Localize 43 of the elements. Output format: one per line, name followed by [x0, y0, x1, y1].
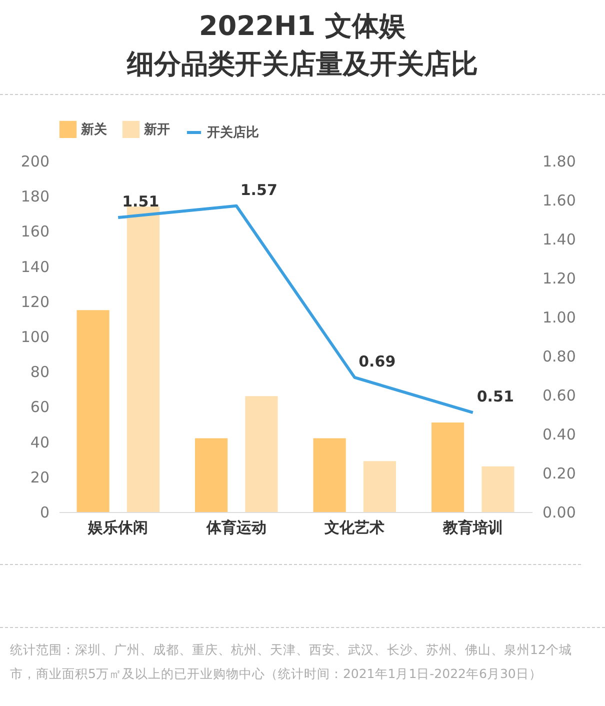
bar [194, 438, 228, 512]
bar [126, 206, 160, 512]
chart-title: 2022H1 文体娱 [198, 10, 407, 44]
y-tick-label: 0 [40, 504, 50, 522]
y-tick-label: 40 [30, 433, 50, 452]
x-tick-label: 文化艺术 [324, 518, 385, 536]
y-tick-label: 160 [20, 222, 50, 241]
data-label: 1.51 [122, 192, 160, 211]
legend-label: 开关店比 [206, 124, 259, 140]
y2-tick-label: 1.60 [542, 192, 576, 210]
y-tick-label: 120 [20, 292, 50, 311]
data-label: 0.69 [358, 352, 396, 370]
y-tick-label: 20 [30, 468, 50, 486]
y-tick-label: 180 [20, 188, 50, 206]
y-tick-label: 100 [20, 328, 50, 346]
legend-label: 新关 [80, 121, 108, 138]
y-tick-label: 80 [30, 363, 50, 382]
x-tick-label: 教育培训 [442, 518, 503, 536]
y2-tick-label: 1.20 [542, 270, 576, 288]
y2-tick-label: 0.80 [542, 348, 576, 366]
data-label: 0.51 [476, 388, 514, 406]
bar [245, 396, 278, 512]
y2-tick-label: 0.40 [542, 426, 576, 444]
bar [363, 461, 396, 512]
y-tick-label: 200 [20, 152, 50, 170]
y2-tick-label: 0.60 [542, 386, 576, 404]
legend-label: 新开 [143, 121, 170, 138]
y-tick-label: 140 [20, 258, 50, 276]
y2-tick-label: 1.40 [542, 230, 576, 248]
bar [313, 438, 346, 512]
data-label: 1.57 [240, 180, 278, 199]
y-tick-label: 60 [30, 398, 50, 416]
y2-tick-label: 0.20 [542, 464, 576, 482]
y2-tick-label: 1.80 [542, 152, 576, 170]
chart-subtitle: 细分品类开关店量及开关店比 [126, 48, 479, 82]
x-tick-label: 体育运动 [205, 518, 266, 536]
x-tick-label: 娱乐休闲 [87, 518, 148, 536]
bar [482, 466, 514, 512]
bar [76, 310, 110, 512]
y2-tick-label: 0.00 [542, 504, 576, 522]
bar [431, 422, 464, 512]
y2-tick-label: 1.00 [542, 308, 576, 326]
text: 统计范围：深圳、广州、成都、重庆、杭州、天津、西安、武汉、长沙、苏州、佛山、泉州12个城市，商业面积5万㎡及以上的已开业购物中心（统计时间：2021年1月1日-2022年6月30日） [0, 627, 605, 686]
